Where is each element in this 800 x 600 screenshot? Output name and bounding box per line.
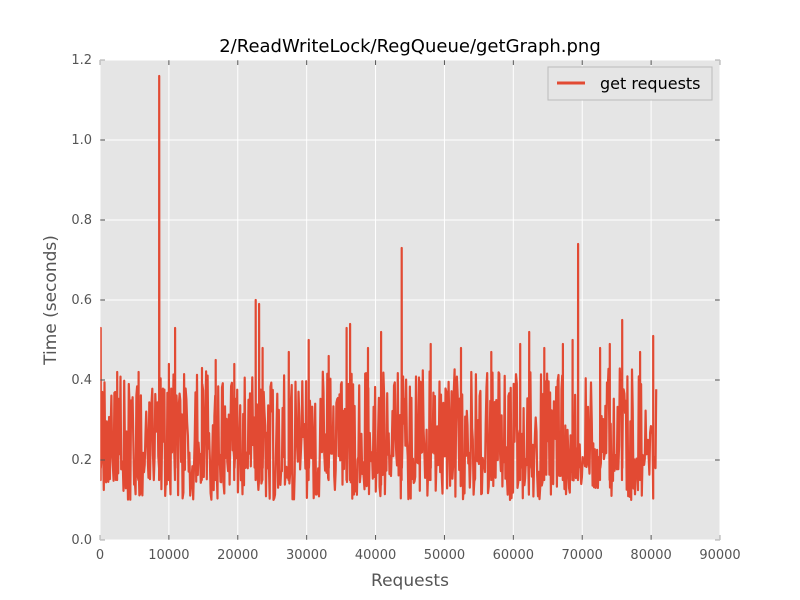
legend: get requests (547, 66, 713, 101)
x-tick-label: 40000 (355, 548, 396, 563)
x-tick-label: 10000 (148, 548, 189, 563)
x-tick-label: 20000 (217, 548, 258, 563)
x-tick-label: 70000 (562, 548, 603, 563)
x-tick-label: 0 (96, 548, 104, 563)
series-line-get-requests (100, 74, 658, 501)
x-tick-label: 50000 (424, 548, 465, 563)
x-axis-label: Requests (371, 571, 449, 591)
y-tick-label: 1.0 (71, 133, 92, 148)
series-layer (100, 74, 658, 501)
legend-label: get requests (600, 74, 701, 93)
plot-frame (99, 59, 721, 541)
y-tick-label: 0.2 (71, 453, 92, 468)
y-axis-label: Time (seconds) (41, 235, 61, 366)
y-tick-label: 1.2 (71, 53, 92, 68)
chart-title: 2/ReadWriteLock/RegQueue/getGraph.png (219, 36, 601, 57)
y-tick-label: 0.8 (71, 213, 92, 228)
y-tick-label: 0.0 (71, 533, 92, 548)
y-tick-label: 0.6 (71, 293, 92, 308)
x-tick-label: 60000 (493, 548, 534, 563)
x-tick-label: 90000 (699, 548, 740, 563)
x-tick-label: 80000 (630, 548, 671, 563)
ticks: 0 10000 20000 30000 40000 50000 60000 70000 8000… (71, 53, 740, 563)
x-tick-label: 30000 (286, 548, 327, 563)
y-tick-label: 0.4 (71, 373, 92, 388)
